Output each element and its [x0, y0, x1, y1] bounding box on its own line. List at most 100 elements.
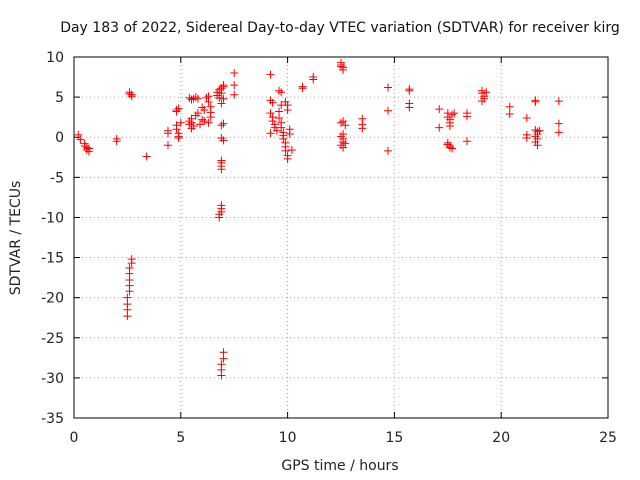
data-point — [337, 118, 345, 127]
data-point — [176, 118, 185, 127]
data-point — [185, 93, 194, 102]
data-point — [76, 135, 85, 144]
data-point — [275, 86, 284, 95]
data-point — [405, 103, 414, 112]
data-point — [358, 124, 367, 133]
data-point — [554, 97, 563, 106]
data-point — [554, 128, 563, 137]
data-point — [554, 119, 563, 128]
data-point — [127, 92, 136, 101]
y-tick-label: -20 — [41, 291, 64, 307]
data-point — [163, 129, 172, 138]
data-point — [163, 141, 172, 150]
data-point — [383, 106, 392, 115]
data-point — [266, 70, 275, 79]
data-point — [174, 104, 183, 113]
data-point — [230, 81, 239, 90]
axis-ticks: 0 5 10 15 20 25 10 5 0 -5 -10 -15 -20 -25 -30 -35 — [41, 50, 617, 446]
data-point — [531, 138, 540, 147]
x-tick-label: 25 — [599, 430, 617, 446]
data-point — [266, 109, 275, 118]
data-point — [142, 152, 151, 161]
data-point — [477, 97, 486, 106]
data-point — [505, 102, 514, 111]
data-point — [172, 105, 181, 114]
data-point — [281, 97, 290, 106]
data-point — [482, 88, 491, 97]
grid — [74, 57, 608, 418]
data-point — [219, 81, 228, 90]
data-point — [275, 113, 284, 122]
x-tick-label: 10 — [279, 430, 297, 446]
data-point — [217, 165, 226, 174]
data-point — [198, 103, 207, 112]
y-tick-label: 0 — [55, 130, 64, 146]
y-axis-label: SDTVAR / TECUs — [8, 181, 24, 296]
data-point — [531, 97, 540, 106]
y-tick-label: -5 — [50, 170, 64, 186]
data-point — [187, 95, 196, 104]
data-point — [204, 118, 213, 127]
x-tick-label: 20 — [492, 430, 510, 446]
data-point — [448, 144, 457, 153]
y-tick-label: -30 — [41, 371, 64, 387]
data-point — [187, 124, 196, 133]
data-point — [123, 293, 132, 302]
data-point — [287, 146, 296, 155]
data-points — [74, 58, 563, 380]
data-point — [112, 137, 121, 146]
data-point — [204, 97, 213, 106]
data-point — [383, 146, 392, 155]
y-tick-label: -25 — [41, 331, 64, 347]
y-tick-label: 5 — [55, 90, 64, 106]
data-point — [463, 112, 472, 121]
data-point — [219, 119, 228, 128]
data-point — [277, 88, 286, 97]
data-point — [198, 115, 207, 124]
data-point — [405, 86, 414, 95]
data-point — [125, 263, 134, 272]
data-point — [505, 109, 514, 118]
y-tick-label: -35 — [41, 411, 64, 427]
data-point — [268, 117, 277, 126]
data-point — [341, 121, 350, 130]
data-point — [477, 89, 486, 98]
data-point — [445, 143, 454, 152]
data-point — [200, 117, 209, 126]
data-point — [230, 90, 239, 99]
data-point — [339, 65, 348, 74]
data-point — [172, 125, 181, 134]
y-tick-label: 10 — [46, 50, 64, 66]
data-point — [193, 94, 202, 103]
y-tick-label: -15 — [41, 251, 64, 267]
data-point — [206, 113, 215, 122]
data-point — [193, 109, 202, 118]
data-point — [463, 137, 472, 146]
data-point — [215, 93, 224, 102]
y-tick-label: -10 — [41, 210, 64, 226]
data-point — [185, 120, 194, 129]
data-point — [341, 139, 350, 148]
data-point — [82, 146, 91, 155]
data-point — [196, 120, 205, 129]
data-point — [443, 140, 452, 149]
data-point — [219, 354, 228, 363]
data-point — [279, 134, 288, 143]
data-point — [272, 126, 281, 135]
data-point — [448, 110, 457, 119]
data-point — [217, 89, 226, 98]
data-point — [127, 255, 136, 264]
data-point — [230, 69, 239, 78]
data-point — [268, 98, 277, 107]
data-point — [522, 134, 531, 143]
data-point — [522, 113, 531, 122]
data-point — [309, 75, 318, 84]
x-tick-label: 0 — [70, 430, 79, 446]
data-point — [217, 121, 226, 130]
data-point — [281, 146, 290, 155]
data-point — [450, 109, 459, 118]
data-point — [283, 154, 292, 163]
data-point — [435, 123, 444, 132]
data-point — [337, 62, 345, 71]
